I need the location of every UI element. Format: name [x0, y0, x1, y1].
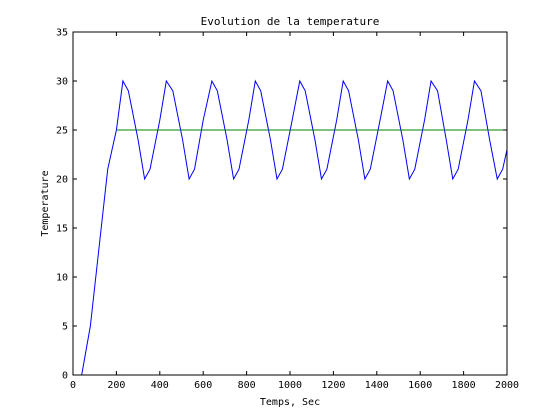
y-tick-label: 30	[56, 77, 68, 88]
y-tick-label: 0	[62, 371, 68, 382]
plot-area	[73, 32, 507, 375]
x-axis-label: Temps, Sec	[260, 397, 320, 408]
y-tick-label: 20	[56, 175, 68, 186]
series-layer	[81, 79, 508, 376]
y-tick-label: 5	[62, 322, 68, 333]
x-tick-label: 1000	[278, 380, 302, 391]
y-tick-label: 15	[56, 224, 68, 235]
x-tick-label: 400	[151, 380, 169, 391]
x-tick-label: 1400	[365, 380, 389, 391]
x-tick-label: 1800	[452, 380, 476, 391]
x-tick-label: 2000	[495, 380, 519, 391]
y-tick-label: 25	[56, 126, 68, 137]
x-tick-label: 200	[107, 380, 125, 391]
x-tick-label: 800	[238, 380, 256, 391]
chart-title: Evolution de la temperature	[201, 15, 380, 28]
y-tick-label: 35	[56, 28, 68, 39]
series-line-1	[81, 79, 508, 376]
x-tick-label: 600	[194, 380, 212, 391]
x-tick-label: 1200	[321, 380, 345, 391]
ticks-layer: 0 200 400 600 800 1000 1200 1400 1600 1800 2000 0 5 1…	[56, 28, 519, 392]
x-tick-label: 1600	[408, 380, 432, 391]
x-tick-label: 0	[70, 380, 76, 391]
y-tick-label: 10	[56, 273, 68, 284]
y-axis-label: Temperature	[40, 170, 51, 236]
